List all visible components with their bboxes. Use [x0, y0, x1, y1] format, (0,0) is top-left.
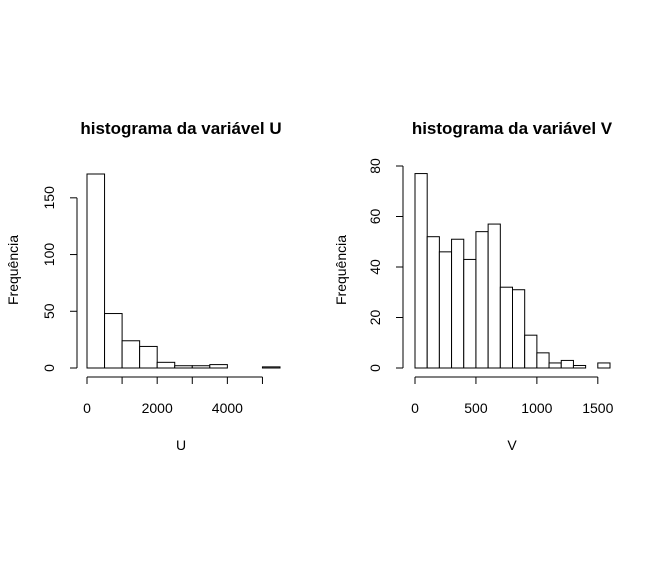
- x-tick-label: 0: [83, 400, 91, 416]
- y-axis-u: 0 50 100 150: [41, 186, 78, 372]
- histogram-bar: [426, 236, 440, 369]
- x-tick-label: 1500: [582, 400, 613, 416]
- histogram-bar: [414, 173, 428, 369]
- histogram-v-panel: histograma da variável V Frequência V 0 5…: [333, 119, 614, 453]
- bars-v: [414, 173, 611, 369]
- histogram-bar: [475, 231, 489, 369]
- histogram-bar: [536, 352, 550, 369]
- y-tick-label: 0: [41, 364, 57, 372]
- histogram-bar: [86, 173, 106, 369]
- histogram-bar: [156, 361, 176, 369]
- histogram-bar: [438, 251, 453, 369]
- histogram-bar: [597, 362, 611, 369]
- x-axis-label-u: U: [176, 437, 186, 453]
- y-tick-label: 40: [367, 259, 383, 275]
- histogram-bar: [524, 334, 538, 369]
- y-tick-label: 0: [367, 364, 383, 372]
- histogram-bar: [209, 364, 228, 369]
- y-tick-label: 20: [367, 310, 383, 326]
- x-axis-v: 0 500 1000 1500: [411, 376, 614, 416]
- x-tick-label: 4000: [212, 400, 243, 416]
- bars-u: [86, 173, 281, 369]
- chart-title-u: histograma da variável U: [80, 119, 281, 138]
- histogram-bar: [121, 340, 141, 369]
- y-tick-label: 150: [41, 186, 57, 210]
- y-tick-label: 60: [367, 209, 383, 225]
- y-tick-label: 50: [41, 303, 57, 319]
- histogram-bar: [261, 366, 281, 369]
- histogram-bar: [548, 362, 562, 369]
- histogram-bar: [499, 286, 513, 369]
- histogram-bar: [104, 313, 123, 369]
- x-tick-label: 0: [411, 400, 419, 416]
- y-axis-label-u: Frequência: [5, 235, 21, 305]
- histogram-bar: [191, 365, 211, 369]
- chart-title-v: histograma da variável V: [412, 119, 613, 138]
- x-tick-label: 1000: [521, 400, 552, 416]
- histogram-bar: [139, 345, 158, 369]
- y-tick-label: 80: [367, 158, 383, 174]
- x-tick-label: 2000: [142, 400, 173, 416]
- histogram-bar: [463, 258, 477, 369]
- x-axis-u: 0 2000 4000: [83, 376, 263, 416]
- y-axis-v: 0 20 40 60 80: [367, 158, 404, 372]
- histogram-bar: [451, 238, 465, 369]
- histogram-bar: [512, 289, 526, 369]
- histogram-bar: [174, 365, 193, 369]
- histogram-bar: [560, 359, 574, 369]
- y-tick-label: 100: [41, 243, 57, 267]
- x-axis-label-v: V: [507, 437, 517, 453]
- histogram-bar: [572, 364, 587, 369]
- histogram-bar: [487, 223, 501, 369]
- y-axis-label-v: Frequência: [333, 235, 349, 305]
- x-tick-label: 500: [464, 400, 488, 416]
- histogram-u-panel: histograma da variável U Frequência U 0 2…: [5, 119, 282, 453]
